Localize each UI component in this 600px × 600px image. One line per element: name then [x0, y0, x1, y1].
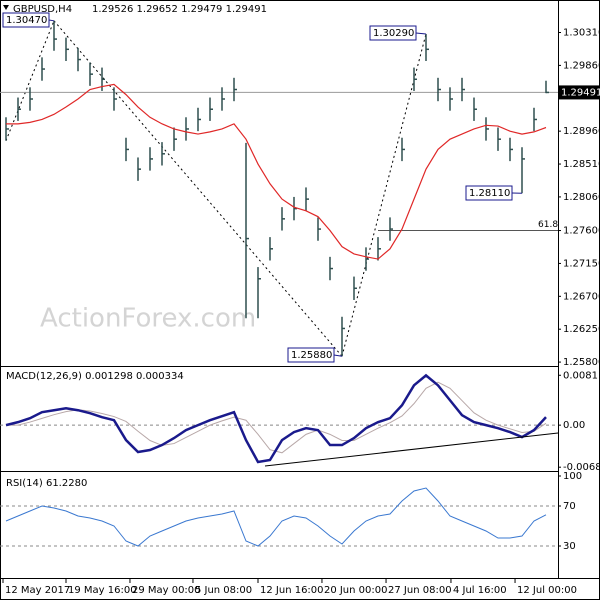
y-tick-label: 1.27600: [563, 226, 600, 237]
indicator-line: [5, 487, 547, 547]
chart-title: GBPUSD,H4: [13, 4, 72, 15]
y-tick-label: 70: [563, 501, 576, 512]
fib-label: 61.8: [538, 220, 558, 230]
current-price: 1.29491: [561, 87, 600, 98]
y-tick-label: 1.30310: [563, 28, 600, 39]
y-tick-label: -0.006844: [563, 462, 600, 473]
annotation-leader: [415, 32, 427, 35]
price-box: [558, 85, 600, 100]
y-tick-label: 100: [563, 471, 582, 482]
trend-line: [5, 20, 55, 141]
y-tick-label: 0.008118: [563, 370, 600, 381]
panel-title: RSI(14) 61.2280: [6, 478, 87, 489]
x-tick-label: 12 Jun 16:00: [260, 585, 324, 596]
y-tick-label: 0.00: [563, 420, 585, 431]
trend-line: [341, 33, 427, 357]
x-tick-label: 5 Jun 08:00: [195, 585, 252, 596]
x-tick-label: 19 May 16:00: [68, 585, 137, 596]
moving-average: [6, 83, 547, 260]
annotation-leader: [333, 354, 343, 357]
annotation: 1.25880: [291, 350, 332, 361]
watermark: ActionForex.com: [40, 304, 256, 334]
icon: [3, 5, 9, 10]
trend-line: [53, 20, 343, 357]
trend-line: [264, 432, 559, 467]
x-tick-label: 12 May 2017: [5, 585, 70, 596]
x-tick-label: 12 Jul 00:00: [517, 585, 577, 596]
y-tick-label: 1.25800: [563, 357, 600, 368]
x-tick-label: 29 May 00:00: [132, 585, 201, 596]
y-tick-label: 1.26700: [563, 291, 600, 302]
y-tick-label: 1.28510: [563, 159, 600, 170]
chart-subtitle: 1.29526 1.29652 1.29479 1.29491: [92, 4, 267, 15]
x-tick-label: 27 Jun 08:00: [388, 585, 452, 596]
x-tick-label: 20 Jun 00:00: [324, 585, 388, 596]
annotation: 1.30290: [373, 28, 414, 39]
y-tick-label: 1.26250: [563, 324, 600, 335]
y-tick-label: 1.29860: [563, 60, 600, 71]
annotation: 1.28110: [469, 188, 510, 199]
y-tick-label: 30: [563, 541, 576, 552]
annotation-leader: [48, 19, 55, 22]
y-tick-label: 1.28960: [563, 126, 600, 137]
panel-title: MACD(12,26,9) 0.001298 0.000334: [6, 371, 184, 382]
x-tick-label: 4 Jul 16:00: [453, 585, 507, 596]
annotation: 1.30470: [6, 15, 47, 26]
y-tick-label: 1.27150: [563, 258, 600, 269]
y-tick-label: 1.28060: [563, 192, 600, 203]
indicator-line: [5, 373, 547, 464]
